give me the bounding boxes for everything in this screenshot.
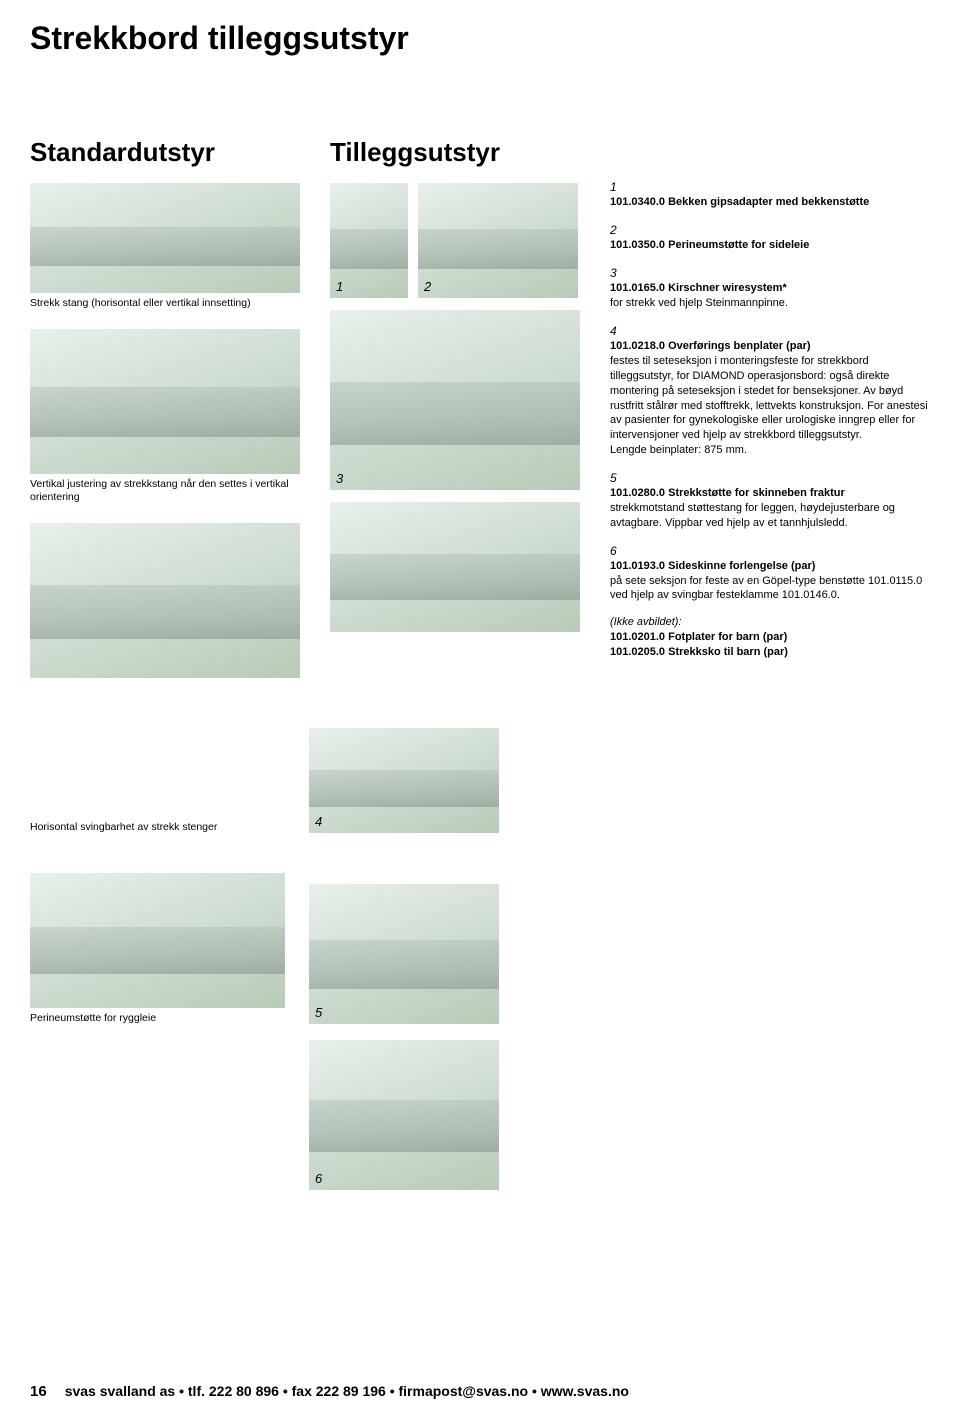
not-pictured-line: 101.0205.0 Strekksko til barn (par)	[610, 645, 930, 660]
figure-number: 6	[315, 1171, 322, 1186]
not-pictured-label: (Ikke avbildet):	[610, 615, 930, 630]
product-image	[309, 884, 499, 1024]
figure-number: 1	[336, 279, 343, 294]
figure-number: 5	[315, 1005, 322, 1020]
entry-title: 101.0350.0 Perineumstøtte for sideleie	[610, 238, 930, 253]
entry-desc: strekkmotstand støttestang for leggen, h…	[610, 501, 930, 531]
right-column: 1 101.0340.0 Bekken gipsadapter med bekk…	[610, 137, 930, 718]
left-heading: Standardutstyr	[30, 137, 310, 168]
not-pictured: (Ikke avbildet): 101.0201.0 Fotplater fo…	[610, 615, 930, 660]
mid-heading: Tilleggsutstyr	[330, 137, 590, 168]
caption: Strekk stang (horisontal eller vertikal …	[30, 297, 310, 311]
caption-spacer	[30, 682, 310, 700]
entry-desc: på sete seksjon for feste av en Göpel-ty…	[610, 574, 930, 604]
entry-title: 101.0193.0 Sideskinne forlengelse (par)	[610, 559, 930, 574]
entry-number: 1	[610, 179, 930, 195]
product-image	[309, 728, 499, 833]
product-image	[30, 523, 300, 678]
catalog-entry: 1 101.0340.0 Bekken gipsadapter med bekk…	[610, 179, 930, 210]
entry-number: 6	[610, 543, 930, 559]
not-pictured-line: 101.0201.0 Fotplater for barn (par)	[610, 630, 930, 645]
product-image	[30, 329, 300, 474]
entry-desc: for strekk ved hjelp Steinmannpinne.	[610, 296, 930, 311]
catalog-entry: 3 101.0165.0 Kirschner wiresystem* for s…	[610, 265, 930, 311]
mid-column: Tilleggsutstyr 1 2 3	[330, 137, 590, 718]
page-footer: 16 svas svalland as • tlf. 222 80 896 • …	[0, 1383, 960, 1400]
figure-number: 4	[315, 814, 322, 829]
catalog-entry: 6 101.0193.0 Sideskinne forlengelse (par…	[610, 543, 930, 604]
product-image	[309, 1040, 499, 1190]
caption: Perineumstøtte for ryggleie	[30, 1012, 156, 1024]
product-image	[30, 873, 285, 1008]
entry-title: 101.0165.0 Kirschner wiresystem*	[610, 281, 930, 296]
lower-grid: Horisontal svingbarhet av strekk stenger…	[30, 728, 930, 1190]
caption: Horisontal svingbarhet av strekk stenger	[30, 821, 285, 833]
product-image	[30, 183, 300, 293]
entry-number: 5	[610, 470, 930, 486]
entry-desc: festes til seteseksjon i monteringsfeste…	[610, 354, 930, 458]
caption: Vertikal justering av strekkstang når de…	[30, 478, 310, 505]
entry-number: 3	[610, 265, 930, 281]
catalog-entry: 5 101.0280.0 Strekkstøtte for skinneben …	[610, 470, 930, 531]
figure-number: 2	[424, 279, 431, 294]
product-image	[418, 183, 578, 298]
figure-number: 3	[336, 471, 343, 486]
catalog-entry: 2 101.0350.0 Perineumstøtte for sideleie	[610, 222, 930, 253]
page-title: Strekkbord tilleggsutstyr	[30, 20, 930, 57]
footer-text: svas svalland as • tlf. 222 80 896 • fax…	[65, 1383, 629, 1399]
catalog-entry: 4 101.0218.0 Overførings benplater (par)…	[610, 323, 930, 458]
entry-number: 2	[610, 222, 930, 238]
entry-title: 101.0280.0 Strekkstøtte for skinneben fr…	[610, 486, 930, 501]
left-column: Standardutstyr Strekk stang (horisontal …	[30, 137, 310, 718]
entry-title: 101.0218.0 Overførings benplater (par)	[610, 339, 930, 354]
entry-number: 4	[610, 323, 930, 339]
entry-title: 101.0340.0 Bekken gipsadapter med bekken…	[610, 195, 930, 210]
product-image	[330, 310, 580, 490]
page-number: 16	[30, 1383, 47, 1400]
product-image	[330, 502, 580, 632]
